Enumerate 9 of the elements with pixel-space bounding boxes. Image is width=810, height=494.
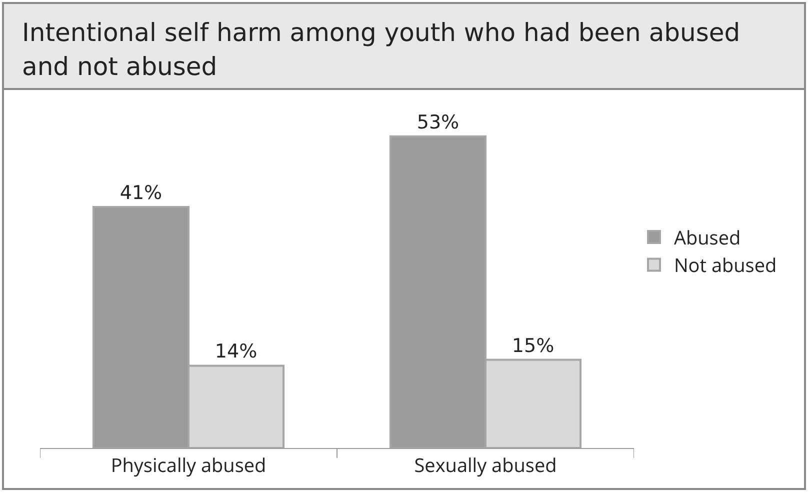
data-label: 14%	[214, 340, 258, 363]
legend-label: Not abused	[674, 252, 777, 278]
chart-title: Intentional self harm among youth who had been abused and not abused	[4, 4, 804, 90]
data-label: 15%	[512, 334, 554, 357]
legend-label: Abused	[674, 224, 741, 250]
x-tick-label: Physically abused	[110, 452, 266, 478]
x-tick-label: Sexually abused	[414, 452, 557, 478]
data-label: 53%	[416, 111, 460, 134]
data-label: 41%	[120, 182, 162, 204]
